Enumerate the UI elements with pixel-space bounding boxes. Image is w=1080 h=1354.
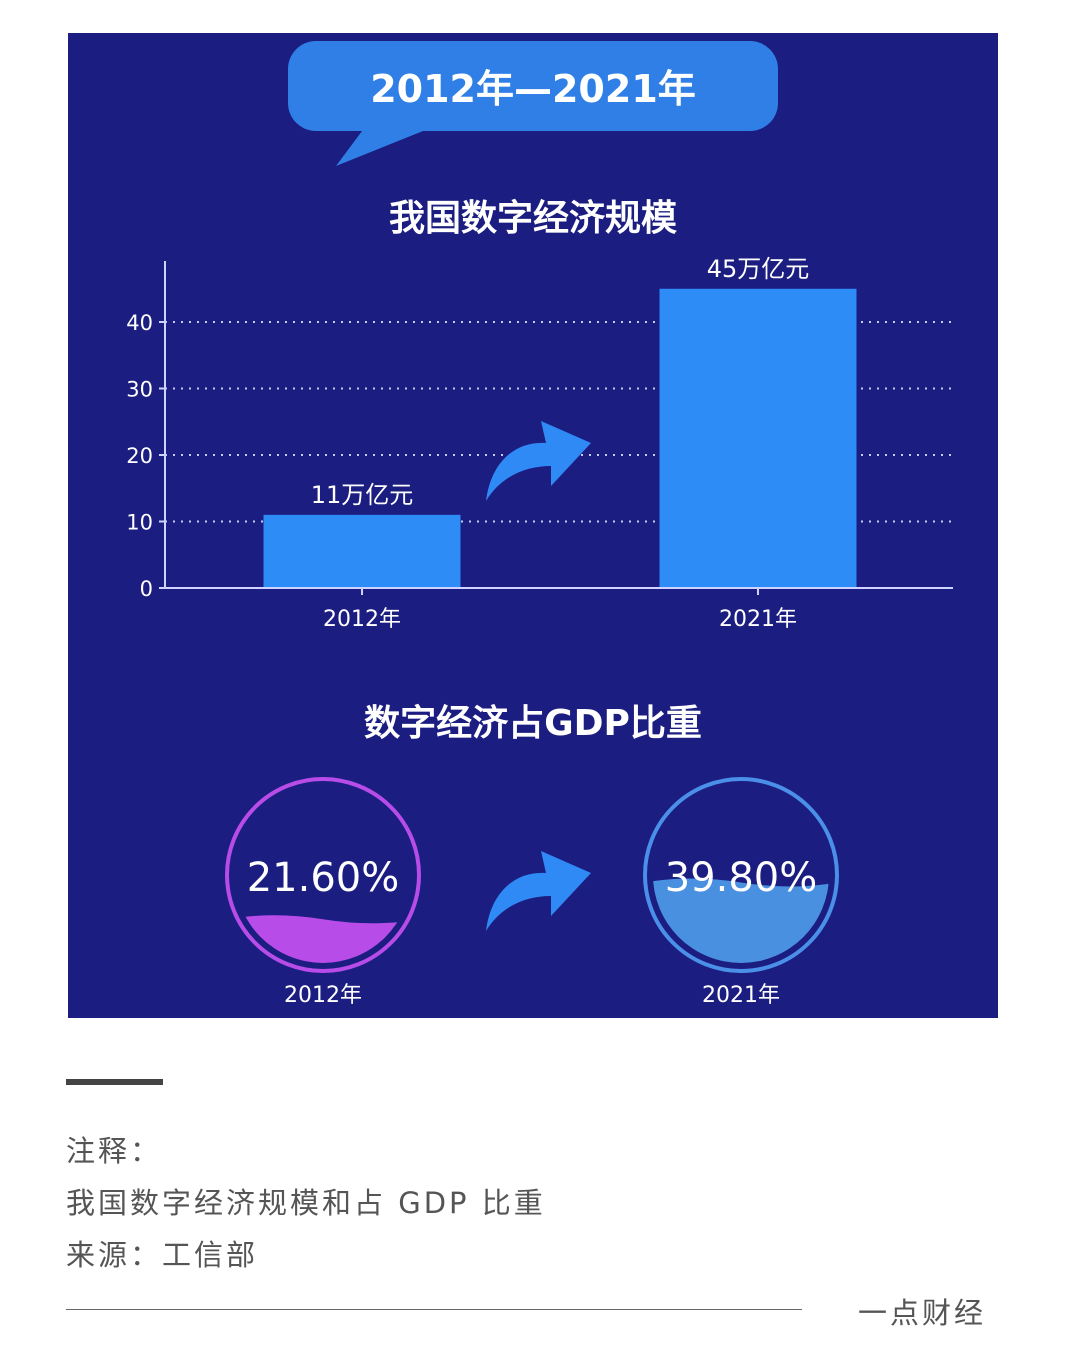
note-text: 我国数字经济规模和占 GDP 比重 — [66, 1186, 546, 1220]
y-tick-label: 30 — [126, 378, 153, 402]
gauge-year: 2012年 — [284, 983, 362, 1008]
speech-bubble — [288, 41, 778, 131]
bar-data-label: 45万亿元 — [707, 255, 810, 283]
bar-2012年 — [263, 514, 461, 588]
gauge-value: 39.80% — [665, 855, 818, 901]
y-tick-label: 40 — [126, 311, 153, 335]
gauge-year: 2021年 — [702, 983, 780, 1008]
source-text: 来源：工信部 — [66, 1238, 259, 1272]
gauge-value: 21.60% — [247, 855, 400, 901]
gauge-ring — [643, 777, 839, 973]
x-tick-label: 2021年 — [719, 607, 797, 632]
growth-arrow-icon — [486, 851, 591, 931]
y-tick-label: 10 — [126, 511, 153, 535]
bar-chart-title: 我国数字经济规模 — [389, 198, 677, 239]
y-tick-label: 0 — [140, 577, 153, 601]
bubble-title: 2012年—2021年 — [370, 67, 696, 111]
gauge-fill — [653, 878, 829, 963]
speech-bubble-tail — [336, 123, 428, 166]
gauge-title: 数字经济占GDP比重 — [364, 703, 702, 744]
growth-arrow-icon — [486, 421, 591, 501]
bar-data-label: 11万亿元 — [311, 481, 414, 509]
gauge-ring — [225, 777, 421, 973]
footer-accent-bar — [66, 1079, 163, 1085]
panel-background — [68, 33, 998, 1018]
bar-2021年 — [659, 288, 857, 588]
footer-divider — [66, 1309, 802, 1310]
y-tick-label: 20 — [126, 444, 153, 468]
x-tick-label: 2012年 — [323, 607, 401, 632]
brand-name: 一点财经 — [858, 1296, 987, 1330]
note-heading: 注释： — [66, 1134, 163, 1168]
